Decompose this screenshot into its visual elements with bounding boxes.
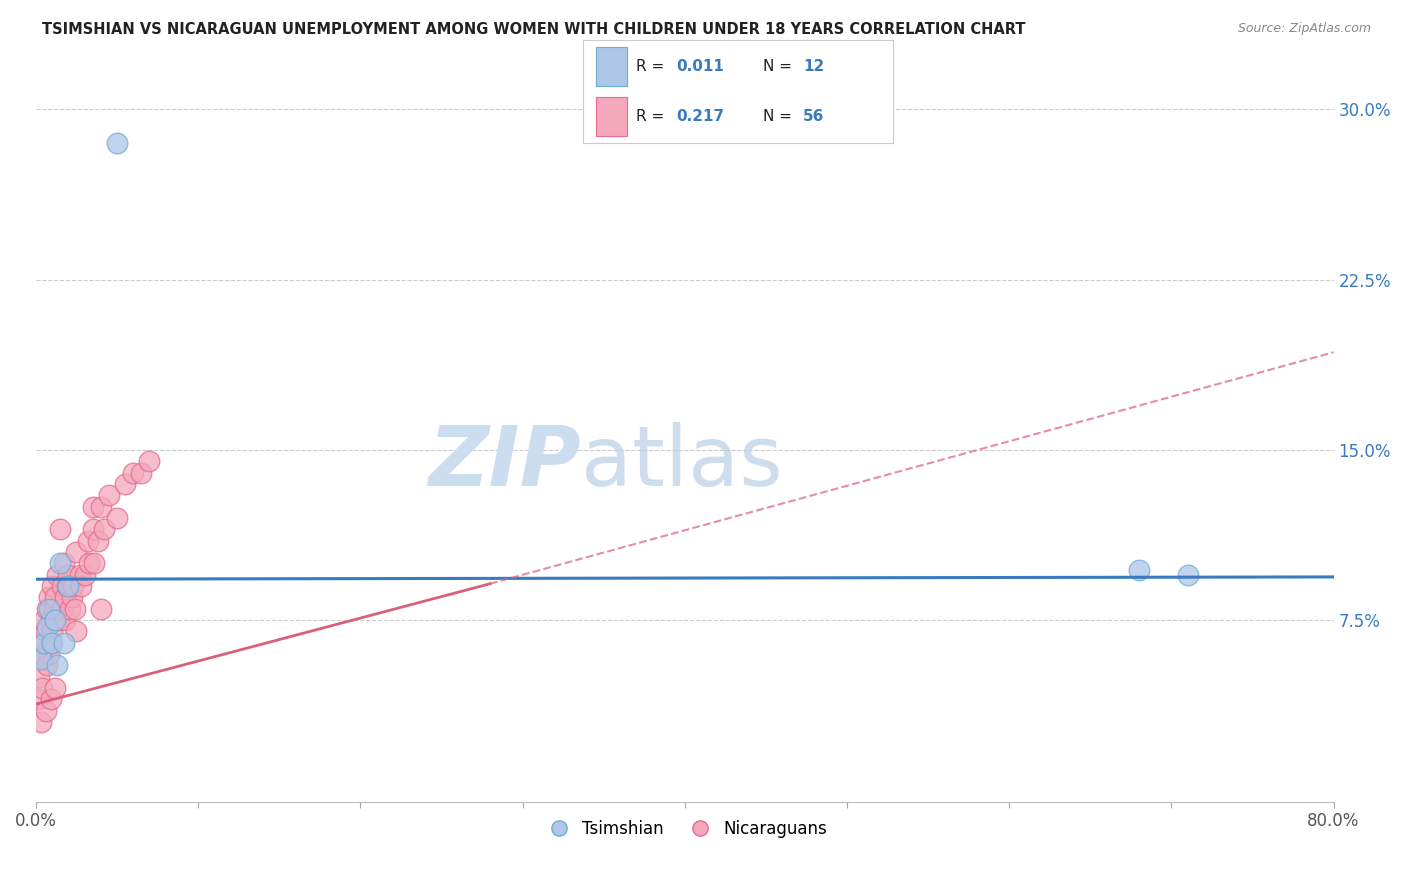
Point	[52, 557, 75, 571]
Point	[27, 692, 49, 706]
Point	[97, 488, 120, 502]
Point	[82, 500, 104, 514]
Point	[69, 567, 91, 582]
Point	[90, 500, 112, 514]
Point	[51, 579, 73, 593]
Point	[46, 567, 69, 582]
Point	[59, 601, 82, 615]
Text: Source: ZipAtlas.com: Source: ZipAtlas.com	[1237, 22, 1371, 36]
Point	[32, 636, 55, 650]
Text: 0.011: 0.011	[676, 59, 724, 74]
Point	[76, 533, 98, 548]
Point	[37, 620, 59, 634]
Point	[32, 636, 55, 650]
Point	[53, 591, 76, 605]
Point	[41, 579, 63, 593]
Point	[105, 136, 128, 151]
Point	[48, 613, 70, 627]
Text: N =: N =	[763, 109, 797, 124]
Point	[1128, 563, 1150, 577]
Point	[53, 613, 76, 627]
Point	[82, 522, 104, 536]
Bar	[596, 47, 627, 87]
Text: ZIP: ZIP	[429, 422, 581, 503]
Point	[31, 681, 53, 695]
Point	[70, 579, 93, 593]
Point	[122, 466, 145, 480]
Point	[30, 647, 52, 661]
Point	[65, 624, 87, 639]
Text: 12: 12	[803, 59, 824, 74]
Point	[86, 533, 108, 548]
Point	[52, 636, 75, 650]
Point	[51, 601, 73, 615]
Point	[55, 579, 77, 593]
Text: 0.217: 0.217	[676, 109, 724, 124]
Point	[83, 557, 105, 571]
Point	[37, 601, 59, 615]
Point	[93, 522, 115, 536]
Point	[131, 466, 153, 480]
Text: R =: R =	[636, 109, 669, 124]
Text: TSIMSHIAN VS NICARAGUAN UNEMPLOYMENT AMONG WOMEN WITH CHILDREN UNDER 18 YEARS CO: TSIMSHIAN VS NICARAGUAN UNEMPLOYMENT AMO…	[42, 22, 1026, 37]
Point	[39, 692, 62, 706]
Point	[1177, 567, 1199, 582]
Point	[73, 567, 96, 582]
Legend: Tsimshian, Nicaraguans: Tsimshian, Nicaraguans	[536, 814, 834, 845]
Point	[65, 545, 87, 559]
Point	[34, 624, 56, 639]
Text: 56: 56	[803, 109, 824, 124]
Point	[32, 613, 55, 627]
Point	[49, 557, 72, 571]
Point	[38, 647, 60, 661]
Point	[60, 591, 83, 605]
Text: N =: N =	[763, 59, 797, 74]
Text: atlas: atlas	[581, 422, 783, 503]
Point	[58, 567, 80, 582]
Point	[46, 658, 69, 673]
Text: R =: R =	[636, 59, 669, 74]
Point	[39, 636, 62, 650]
Point	[41, 636, 63, 650]
Point	[63, 601, 86, 615]
Point	[44, 591, 66, 605]
Point	[105, 511, 128, 525]
Point	[114, 476, 136, 491]
Point	[79, 557, 101, 571]
Point	[49, 522, 72, 536]
Point	[42, 601, 65, 615]
Point	[28, 670, 51, 684]
Point	[30, 715, 52, 730]
Point	[41, 624, 63, 639]
Point	[37, 658, 59, 673]
Point	[34, 704, 56, 718]
Point	[58, 579, 80, 593]
Point	[38, 601, 60, 615]
Point	[30, 651, 52, 665]
Point	[62, 579, 84, 593]
Point	[90, 601, 112, 615]
Point	[38, 591, 60, 605]
Point	[44, 613, 66, 627]
Point	[44, 681, 66, 695]
Point	[39, 613, 62, 627]
Point	[138, 454, 160, 468]
Bar	[596, 96, 627, 136]
Point	[44, 613, 66, 627]
